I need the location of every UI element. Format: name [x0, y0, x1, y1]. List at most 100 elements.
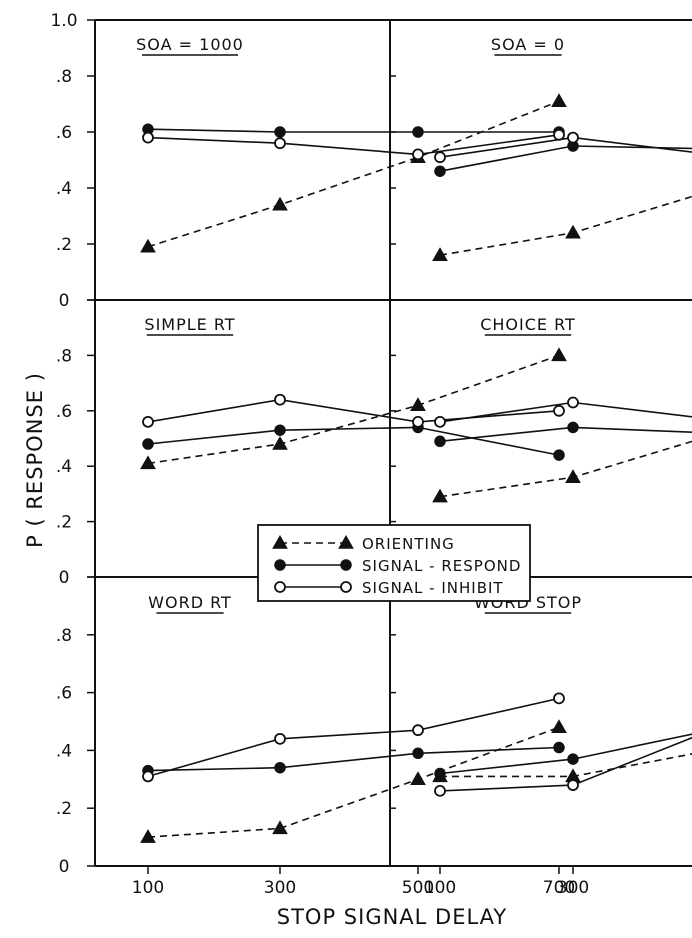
y-tick-label: 1.0: [50, 11, 77, 31]
series-line: [147, 426, 560, 456]
data-point: [274, 126, 286, 138]
x-axis-title: STOP SIGNAL DELAY: [277, 905, 507, 929]
legend-marker: [340, 581, 352, 593]
data-point: [274, 732, 286, 745]
data-point: [412, 126, 424, 138]
y-tick-label: 0: [59, 857, 70, 877]
data-point: [142, 770, 154, 783]
series-line: [439, 136, 692, 158]
series-line: [440, 753, 692, 778]
data-point: [553, 128, 565, 141]
legend-label: SIGNAL - INHIBIT: [362, 579, 504, 597]
x-tick-label: 700: [543, 878, 575, 898]
data-point: [274, 761, 286, 774]
data-point: [140, 829, 156, 843]
series-line: [147, 746, 560, 772]
data-point: [553, 449, 565, 461]
series-line: [147, 398, 560, 423]
data-point: [142, 415, 154, 428]
legend: ORIENTING SIGNAL - RESPOND SIGNAL - INHIBI…: [257, 524, 531, 602]
y-tick-label: .6: [56, 123, 72, 143]
panel-word-rt: WORD RT: [140, 593, 567, 843]
y-tick-label: 0: [59, 568, 70, 588]
series-line: [147, 100, 560, 248]
data-point: [567, 396, 579, 409]
data-point: [567, 131, 579, 144]
legend-label: ORIENTING: [362, 535, 455, 553]
data-point: [274, 393, 286, 406]
series-line: [147, 726, 560, 838]
data-point: [272, 820, 288, 835]
y-tick-label: .4: [56, 457, 72, 477]
y-tick-label: .2: [56, 799, 72, 819]
y-tick-label: .2: [56, 513, 72, 533]
legend-marker: [338, 534, 354, 549]
data-point: [434, 151, 446, 164]
series-line: [147, 697, 560, 778]
series-line: [439, 733, 692, 775]
series-line: [439, 195, 692, 256]
data-point: [432, 488, 448, 503]
data-point: [565, 224, 581, 239]
panel-title: SIMPLE RT: [144, 315, 235, 334]
data-point: [432, 247, 448, 261]
data-point: [553, 692, 565, 705]
y-tick-label: .8: [56, 346, 72, 366]
y-tick-label: 0: [59, 291, 70, 311]
data-point: [412, 724, 424, 737]
data-point: [272, 436, 288, 450]
panel-title: CHOICE RT: [480, 315, 576, 334]
legend-marker: [274, 581, 286, 593]
y-tick-label: .6: [56, 402, 72, 422]
x-tick-label: 100: [424, 878, 456, 898]
data-point: [567, 421, 579, 434]
x-tick-label: 100: [132, 878, 164, 898]
series-line: [147, 134, 560, 156]
x-tick-label: 300: [557, 878, 589, 898]
y-axis-title: P ( RESPONSE ): [23, 372, 47, 548]
data-point: [142, 131, 154, 144]
data-point: [551, 93, 567, 107]
data-point: [434, 435, 446, 448]
y-tick-label: .8: [56, 626, 72, 646]
data-point: [412, 148, 424, 161]
panel-title: WORD RT: [148, 593, 232, 612]
data-point: [551, 719, 567, 734]
y-axes: 0 .2 .4 .6 .8 1.0 0 .2 .4 .6 .8 0 .2 .4 .6 .8: [50, 11, 396, 877]
series-line: [147, 354, 560, 465]
series-line: [439, 401, 692, 423]
data-point: [142, 438, 154, 450]
data-point: [412, 747, 424, 760]
panel-title: SOA = 0: [491, 35, 565, 54]
y-tick-label: .8: [56, 67, 72, 87]
data-point: [274, 137, 286, 150]
series-line: [439, 440, 692, 498]
data-point: [274, 424, 286, 436]
panel-choice-rt: CHOICE RT: [432, 315, 692, 503]
series-line: [147, 128, 559, 133]
x-tick-label: 300: [264, 878, 296, 898]
panel-soa-0: SOA = 0: [432, 35, 692, 261]
data-point: [567, 779, 579, 791]
data-point: [553, 741, 565, 754]
series-line: [439, 426, 692, 443]
data-point: [410, 397, 426, 412]
series-line: [439, 145, 692, 172]
legend-marker: [340, 559, 352, 571]
legend-marker: [274, 559, 286, 571]
data-point: [272, 196, 288, 211]
y-tick-label: .4: [56, 741, 72, 761]
y-tick-label: .6: [56, 684, 72, 704]
y-tick-label: .2: [56, 235, 72, 255]
data-point: [565, 469, 581, 484]
x-axis: 100300500700100300500700: [132, 866, 589, 898]
data-point: [551, 347, 567, 362]
data-point: [567, 753, 579, 765]
panel-title: SOA = 1000: [136, 35, 244, 54]
data-point: [412, 415, 424, 428]
data-point: [410, 771, 426, 786]
x-tick-label: 500: [402, 878, 434, 898]
series-line: [439, 736, 692, 792]
data-point: [434, 784, 446, 797]
